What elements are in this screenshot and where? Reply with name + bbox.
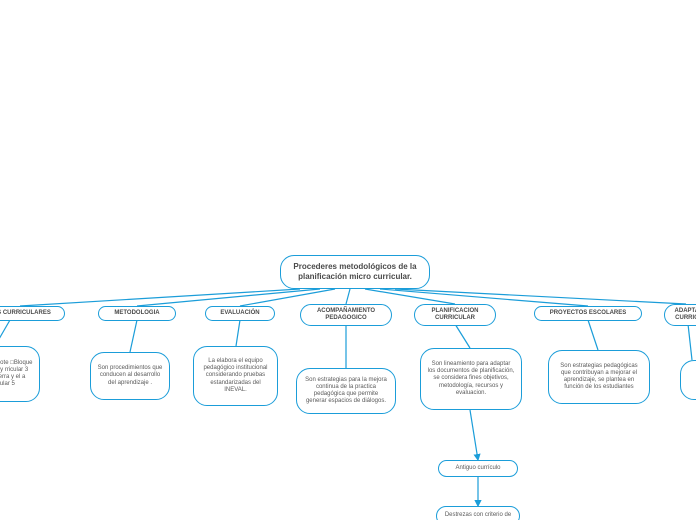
branch-5-child: Son estrategias pedagógicas que contribu… <box>548 350 650 404</box>
branch-5-label: PROYECTOS ESCOLARES <box>550 310 627 317</box>
branch-3-child-label: Son estrategias para la mejora continua … <box>303 377 389 406</box>
branch-5-child-label: Son estrategias pedagógicas que contribu… <box>555 363 643 392</box>
extra-1-label: Destrezas con criterio de <box>445 512 511 519</box>
branch-2: EVALUACIÓN <box>205 306 275 321</box>
edge-7 <box>0 320 10 346</box>
edge-12 <box>588 320 598 350</box>
branch-3-label: ACOMPAÑAMIENTO PEDAGOGICO <box>309 308 383 322</box>
branch-6: ADAPTAC CURRICU <box>664 304 696 326</box>
branch-0-label: QUES CURRICULARES <box>0 310 51 317</box>
branch-2-child-label: La elabora el equipo pedagógico instituc… <box>200 358 271 394</box>
root-node: Procederes metodológicos de la planifica… <box>280 255 430 289</box>
edge-4 <box>365 289 455 304</box>
branch-3-child: Son estrategias para la mejora continua … <box>296 368 396 414</box>
root-node-label: Procederes metodológicos de la planifica… <box>287 262 423 281</box>
branch-5: PROYECTOS ESCOLARES <box>534 306 642 321</box>
branch-1-child: Son procedimientos que conducen al desar… <box>90 352 170 400</box>
edge-9 <box>236 320 240 346</box>
branch-0-child: 1 Los seres ote □Bloque o humano y rricu… <box>0 346 40 402</box>
branch-6-label: ADAPTAC CURRICU <box>673 308 696 322</box>
extra-0: Antiguo currículo <box>438 460 518 477</box>
branch-0-child-label: 1 Los seres ote □Bloque o humano y rricu… <box>0 360 33 389</box>
branch-4: PLANIFICACION CURRICULAR <box>414 304 496 326</box>
edge-13 <box>688 324 692 360</box>
branch-0: QUES CURRICULARES <box>0 306 65 321</box>
extra-0-label: Antiguo currículo <box>455 465 500 472</box>
edge-8 <box>130 320 137 352</box>
branch-4-label: PLANIFICACION CURRICULAR <box>423 308 487 322</box>
branch-3: ACOMPAÑAMIENTO PEDAGOGICO <box>300 304 392 326</box>
branch-4-child: Son lineamiento para adaptar los documen… <box>420 348 522 410</box>
branch-2-label: EVALUACIÓN <box>220 310 259 317</box>
branch-1-child-label: Son procedimientos que conducen al desar… <box>97 365 163 387</box>
edge-3 <box>346 289 350 304</box>
branch-1: METODOLOGIA <box>98 306 176 321</box>
branch-1-label: METODOLOGIA <box>114 310 159 317</box>
edge-6 <box>395 289 686 304</box>
edge-1 <box>137 289 320 306</box>
branch-2-child: La elabora el equipo pedagógico instituc… <box>193 346 278 406</box>
edge-0 <box>20 289 300 306</box>
edge-11 <box>455 324 470 348</box>
extra-1: Destrezas con criterio de <box>436 506 520 520</box>
branch-6-child <box>680 360 696 400</box>
branch-4-child-label: Son lineamiento para adaptar los documen… <box>427 361 515 397</box>
edge-14 <box>470 410 478 460</box>
